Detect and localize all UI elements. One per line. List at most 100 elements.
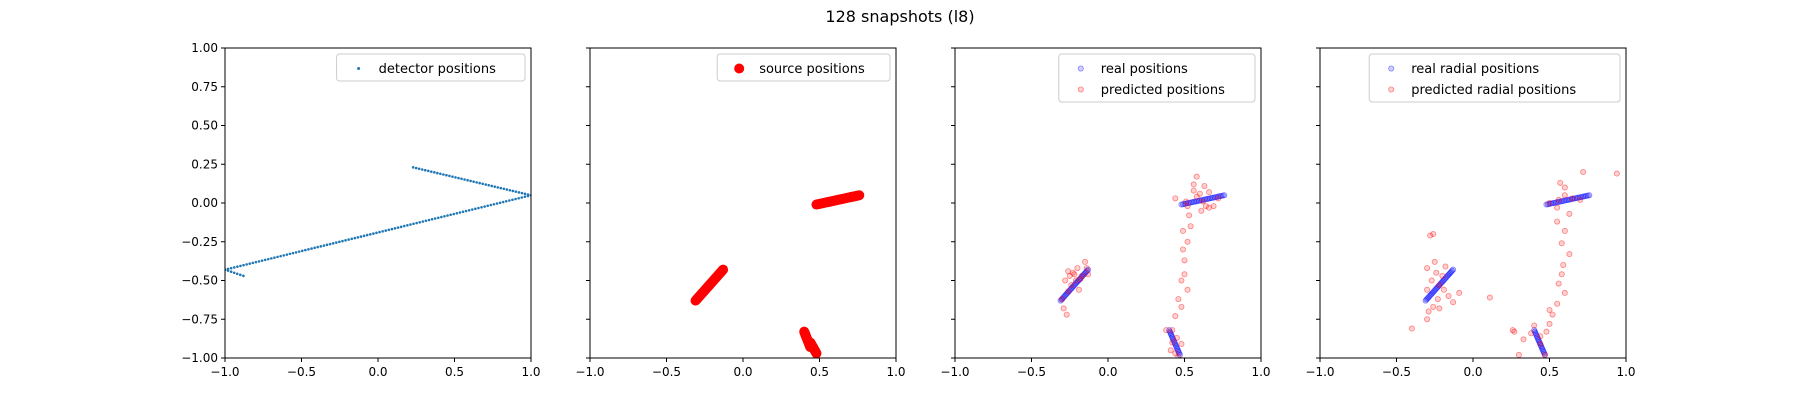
data-point: [481, 182, 484, 186]
data-point: [236, 265, 239, 268]
data-point: [514, 197, 517, 201]
data-point: [1196, 190, 1203, 197]
data-point: [1425, 308, 1432, 315]
data-point: [350, 237, 354, 241]
data-point: [282, 254, 286, 257]
legend: detector positions: [336, 53, 526, 82]
y-tick-label: −1.00: [181, 351, 218, 365]
data-point: [1486, 294, 1493, 301]
data-point: [466, 178, 469, 182]
data-point: [505, 188, 509, 191]
data-point: [291, 251, 295, 255]
data-point: [1560, 197, 1567, 204]
data-point: [1172, 341, 1179, 348]
x-tick-label: 1.0: [1251, 365, 1270, 379]
data-point: [1207, 195, 1214, 202]
data-point: [1423, 296, 1430, 303]
data-point: [1063, 290, 1070, 297]
data-point: [1537, 333, 1544, 340]
x-tick-label: −1.0: [575, 365, 604, 379]
plot-data: [1057, 173, 1228, 358]
data-point: [1569, 195, 1576, 202]
data-point: [1205, 189, 1212, 196]
data-point: [1531, 322, 1538, 329]
data-point: [1192, 198, 1199, 205]
legend-frame: [716, 53, 891, 82]
data-point: [1573, 195, 1580, 202]
data-point: [1438, 279, 1445, 286]
data-point: [502, 187, 506, 191]
data-point: [1431, 287, 1438, 294]
legend-frame: [336, 53, 526, 82]
data-point: [1437, 280, 1444, 287]
data-point: [1205, 195, 1212, 202]
data-point: [1424, 295, 1431, 302]
data-point: [1168, 331, 1175, 338]
data-point: [347, 238, 350, 241]
data-point: [501, 200, 505, 204]
legend-marker: [357, 67, 361, 70]
data-point: [1584, 192, 1591, 199]
data-point: [1167, 330, 1174, 337]
data-point: [1181, 271, 1188, 278]
x-tick-label: 1.0: [521, 365, 540, 379]
data-point: [1576, 194, 1583, 201]
data-point: [1554, 300, 1561, 307]
data-point: [1172, 195, 1179, 202]
data-point: [514, 190, 518, 193]
data-point: [1074, 265, 1081, 272]
data-point: [1580, 168, 1587, 175]
data-point: [1537, 341, 1544, 348]
legend: real positions predicted positions: [1058, 53, 1256, 103]
legend: real radial positions predicted radial po…: [1368, 53, 1621, 103]
legend-label: predicted positions: [1101, 83, 1225, 98]
data-point: [1431, 258, 1438, 265]
data-point: [1059, 296, 1066, 303]
data-point: [1430, 303, 1437, 310]
data-point: [1546, 320, 1553, 327]
y-tick-label: 0.75: [191, 80, 218, 94]
data-point: [1210, 194, 1217, 201]
data-point: [484, 183, 487, 186]
data-point: [1057, 297, 1064, 304]
data-point: [1210, 203, 1217, 210]
data-point: [1557, 198, 1564, 205]
legend-frame: [1058, 53, 1256, 103]
data-point: [467, 208, 471, 212]
data-point: [1537, 341, 1544, 348]
data-point: [1577, 196, 1584, 203]
data-point: [1181, 257, 1188, 264]
data-point: [1173, 343, 1180, 350]
data-point: [426, 169, 430, 173]
data-point: [1439, 278, 1446, 285]
data-point: [469, 179, 472, 183]
data-point: [433, 171, 436, 174]
data-point: [1561, 227, 1568, 234]
data-point: [1408, 325, 1415, 332]
data-point: [1172, 350, 1179, 357]
data-point: [1436, 305, 1443, 312]
data-point: [1450, 299, 1457, 306]
data-point: [492, 202, 496, 206]
subplot-3: −1.0 −0.5 0.0 0.5 1.0 real positions predicted…: [940, 47, 1271, 379]
data-point: [1536, 340, 1543, 347]
data-point: [427, 218, 431, 222]
data-point: [1199, 198, 1206, 205]
data-point: [414, 166, 418, 170]
data-point: [517, 196, 520, 200]
data-point: [1428, 277, 1435, 284]
data-point: [1426, 293, 1433, 300]
data-point: [288, 252, 292, 256]
legend: source positions: [716, 53, 891, 82]
data-point: [1534, 334, 1541, 341]
data-point: [1430, 230, 1437, 237]
data-point: [1172, 313, 1179, 320]
data-point: [1198, 207, 1205, 214]
data-point: [1067, 286, 1074, 293]
data-point: [1556, 198, 1563, 205]
data-point: [1078, 272, 1085, 279]
data-point: [458, 211, 462, 214]
data-point: [1531, 327, 1538, 334]
data-point: [1062, 291, 1069, 298]
data-point: [1085, 266, 1092, 273]
